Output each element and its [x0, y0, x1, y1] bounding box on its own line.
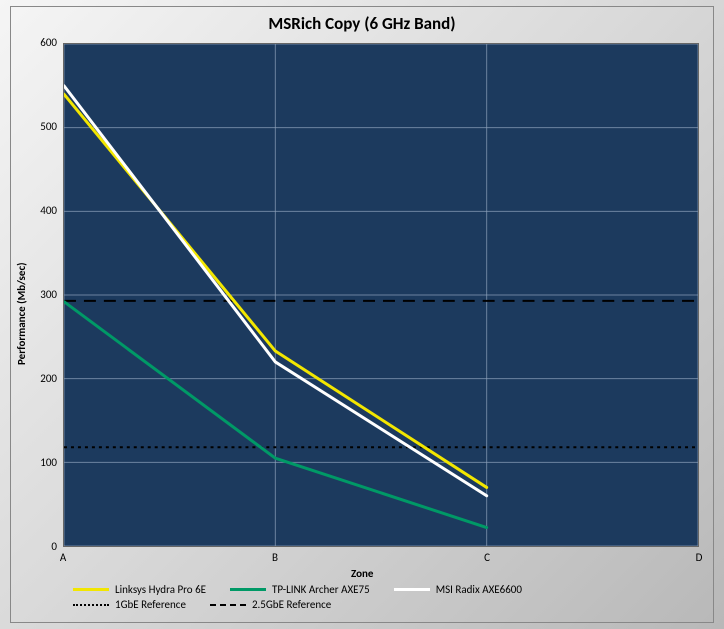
x-tick-label: B: [255, 551, 295, 564]
x-axis-title: Zone: [351, 567, 373, 580]
legend-swatch: [230, 588, 266, 591]
legend-label: 1GbE Reference: [115, 598, 186, 611]
y-tick-label: 300: [17, 288, 57, 301]
y-tick-label: 500: [17, 120, 57, 133]
x-tick-label: C: [467, 551, 507, 564]
chart-title: MSRich Copy (6 GHz Band): [11, 7, 713, 34]
x-tick-label: D: [679, 551, 719, 564]
legend-swatch: [73, 588, 109, 591]
legend-label: MSI Radix AXE6600: [436, 583, 522, 596]
legend-item: 2.5GbE Reference: [210, 598, 331, 611]
y-tick-label: 400: [17, 204, 57, 217]
legend-swatch: [210, 604, 246, 606]
legend-swatch: [73, 604, 109, 606]
y-tick-label: 200: [17, 372, 57, 385]
plot-area: [63, 43, 699, 547]
plot-svg: [64, 44, 698, 546]
legend-label: Linksys Hydra Pro 6E: [115, 583, 206, 596]
legend: Linksys Hydra Pro 6E TP-LINK Archer AXE75…: [73, 583, 701, 613]
legend-item: TP-LINK Archer AXE75: [230, 583, 370, 596]
legend-item: MSI Radix AXE6600: [394, 583, 522, 596]
y-tick-label: 600: [17, 36, 57, 49]
x-tick-label: A: [43, 551, 83, 564]
legend-swatch: [394, 588, 430, 591]
y-tick-label: 100: [17, 456, 57, 469]
legend-label: 2.5GbE Reference: [252, 598, 331, 611]
chart-container: MSRich Copy (6 GHz Band) Performance (Mb…: [10, 6, 714, 623]
legend-item: 1GbE Reference: [73, 598, 186, 611]
y-axis-title: Performance (Mb/sec): [15, 262, 28, 365]
legend-item: Linksys Hydra Pro 6E: [73, 583, 206, 596]
legend-label: TP-LINK Archer AXE75: [272, 583, 370, 596]
